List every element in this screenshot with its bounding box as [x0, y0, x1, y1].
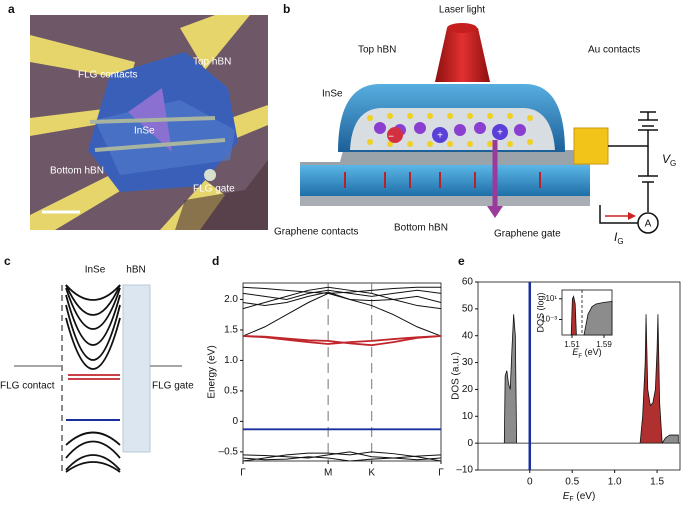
- dos-area: [583, 301, 613, 336]
- label: Bottom hBN: [50, 166, 104, 177]
- x-tick-label: 1.5: [650, 477, 664, 488]
- charge: −: [388, 132, 394, 143]
- axis-label: DOS (a.u.): [451, 352, 462, 400]
- plot-frame: [242, 282, 442, 462]
- unit: (eV): [582, 347, 602, 357]
- x-tick-label: K: [368, 468, 375, 479]
- axis-label: EF (eV): [572, 347, 601, 359]
- voltage-label: VG: [662, 152, 676, 168]
- axis-label: Energy (eV): [207, 345, 218, 398]
- label: Graphene gate: [494, 229, 561, 240]
- y-tick-label: 40: [462, 330, 474, 341]
- label: InSe: [134, 126, 155, 137]
- band-line: [243, 292, 441, 337]
- x-tick-label: 0.5: [565, 477, 579, 488]
- axis-label: DOS (log): [535, 292, 545, 332]
- y-tick-label: 10: [462, 411, 474, 422]
- y-tick-label: 10⁻³: [541, 315, 557, 324]
- y-tick-label: 0: [467, 438, 473, 449]
- label: Graphene contacts: [274, 227, 359, 238]
- label: Bottom hBN: [394, 223, 448, 234]
- subscript: G: [670, 159, 676, 168]
- bands: [243, 286, 441, 461]
- x-tick-label: Γ: [438, 468, 444, 479]
- x-tick-label: 1.51: [564, 340, 580, 349]
- y-tick-label: 20: [462, 384, 474, 395]
- dos-area: [503, 314, 518, 444]
- symbol: E: [572, 347, 579, 357]
- symbol: E: [563, 491, 570, 502]
- current-label: IG: [614, 230, 624, 246]
- label: hBN: [126, 265, 145, 276]
- y-tick-label: 0.5: [224, 386, 238, 397]
- label: FLG gate: [152, 381, 194, 392]
- axis-label: EF (eV): [563, 491, 596, 503]
- y-tick-label: 30: [462, 357, 474, 368]
- charts: d –0.5 0 0.5 1.0 1.5 2.0 Γ M K Γ Energy (eV) e –10 0 10…: [207, 254, 681, 503]
- label: FLG contacts: [78, 70, 137, 81]
- charge: +: [437, 131, 443, 142]
- label: InSe: [322, 89, 343, 100]
- band-line: [243, 335, 441, 347]
- y-tick-label: 10¹: [545, 294, 557, 303]
- label: FLG gate: [193, 184, 235, 195]
- x-tick-label: Γ: [240, 468, 246, 479]
- unit: (eV): [574, 491, 596, 502]
- band-line: [243, 451, 441, 461]
- y-tick-label: 1.0: [224, 355, 238, 366]
- device-schematic: [300, 23, 659, 234]
- y-tick-label: 60: [462, 277, 474, 288]
- subscript: G: [617, 237, 623, 246]
- subscript: F: [569, 496, 573, 503]
- y-tick-label: 1.5: [224, 325, 238, 336]
- band-line: [243, 286, 441, 310]
- y-tick-label: 2.0: [224, 294, 238, 305]
- label: A: [645, 219, 652, 230]
- y-tick-label: –0.5: [219, 446, 239, 457]
- symbol: I: [614, 230, 618, 244]
- panel-letter: b: [283, 2, 290, 16]
- band-schematic: [14, 284, 182, 473]
- label: Au contacts: [588, 45, 640, 56]
- label: FLG contact: [0, 381, 55, 392]
- x-tick-label: 1.0: [608, 477, 622, 488]
- panel-letter: e: [458, 254, 465, 268]
- band-line: [243, 286, 441, 294]
- band-line: [243, 456, 441, 461]
- label: Laser light: [439, 5, 485, 16]
- label: InSe: [85, 265, 106, 276]
- band-line: [243, 291, 441, 307]
- label: Top hBN: [193, 57, 231, 68]
- x-tick-label: 0: [527, 477, 533, 488]
- dos-area: [639, 314, 663, 444]
- panel-letter: c: [4, 254, 11, 268]
- panel-letter: d: [212, 254, 219, 268]
- plot-frame: [477, 281, 681, 471]
- charge: +: [497, 128, 503, 139]
- subscript: F: [578, 354, 582, 360]
- y-tick-label: –10: [456, 465, 473, 476]
- band-line: [243, 335, 441, 345]
- band-line: [243, 289, 441, 300]
- micrograph: [30, 15, 268, 230]
- y-tick-label: 0: [232, 416, 238, 427]
- label: Top hBN: [358, 45, 396, 56]
- panel-letter: a: [8, 2, 15, 16]
- dos-area: [661, 434, 679, 444]
- dos-area: [570, 295, 577, 336]
- symbol: V: [662, 152, 671, 166]
- y-tick-label: 50: [462, 303, 474, 314]
- x-tick-label: M: [324, 468, 332, 479]
- x-tick-label: 1.59: [596, 340, 612, 349]
